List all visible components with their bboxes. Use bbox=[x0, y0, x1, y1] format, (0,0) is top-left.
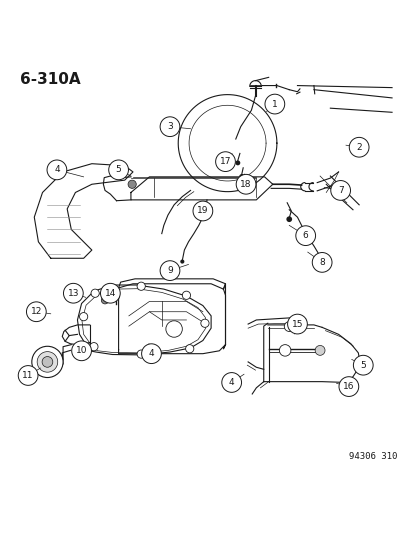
Text: 19: 19 bbox=[197, 206, 208, 215]
Text: 10: 10 bbox=[76, 346, 87, 356]
Circle shape bbox=[318, 256, 323, 260]
Text: 6-310A: 6-310A bbox=[20, 72, 80, 87]
Text: 2: 2 bbox=[356, 143, 361, 152]
Circle shape bbox=[264, 94, 284, 114]
Circle shape bbox=[42, 357, 53, 367]
Text: 12: 12 bbox=[31, 307, 42, 316]
Circle shape bbox=[137, 282, 145, 290]
Text: 1: 1 bbox=[271, 100, 277, 109]
Circle shape bbox=[100, 284, 120, 303]
Circle shape bbox=[338, 377, 358, 397]
Text: 5: 5 bbox=[115, 165, 121, 174]
Circle shape bbox=[203, 208, 210, 214]
Text: 5: 5 bbox=[360, 361, 365, 370]
Circle shape bbox=[141, 344, 161, 364]
Text: 17: 17 bbox=[219, 157, 231, 166]
Circle shape bbox=[71, 341, 91, 361]
Circle shape bbox=[279, 345, 290, 356]
Circle shape bbox=[182, 291, 190, 300]
Circle shape bbox=[287, 314, 306, 334]
Text: 4: 4 bbox=[148, 349, 154, 358]
Text: 15: 15 bbox=[291, 320, 302, 328]
Circle shape bbox=[353, 356, 372, 375]
Circle shape bbox=[342, 378, 350, 386]
Circle shape bbox=[37, 352, 57, 372]
Circle shape bbox=[185, 345, 193, 353]
Circle shape bbox=[109, 160, 128, 180]
Circle shape bbox=[166, 321, 182, 337]
Circle shape bbox=[160, 117, 179, 136]
Text: 4: 4 bbox=[54, 165, 59, 174]
Circle shape bbox=[200, 319, 209, 327]
Circle shape bbox=[349, 138, 368, 157]
Circle shape bbox=[32, 346, 63, 377]
Circle shape bbox=[180, 260, 184, 264]
Circle shape bbox=[90, 343, 98, 351]
Text: 7: 7 bbox=[337, 186, 343, 195]
Circle shape bbox=[311, 253, 331, 272]
Text: 13: 13 bbox=[67, 289, 79, 298]
Circle shape bbox=[238, 174, 244, 180]
Text: 16: 16 bbox=[342, 382, 354, 391]
Circle shape bbox=[112, 293, 119, 300]
Circle shape bbox=[91, 289, 99, 297]
Text: 14: 14 bbox=[104, 289, 116, 298]
Circle shape bbox=[47, 160, 66, 180]
Circle shape bbox=[314, 345, 324, 356]
Circle shape bbox=[286, 216, 292, 222]
Text: 6: 6 bbox=[302, 231, 308, 240]
Text: 11: 11 bbox=[22, 371, 34, 380]
Circle shape bbox=[215, 152, 235, 172]
Circle shape bbox=[284, 321, 294, 332]
Text: 9: 9 bbox=[167, 266, 173, 275]
Circle shape bbox=[128, 180, 136, 188]
Circle shape bbox=[26, 302, 46, 321]
Circle shape bbox=[137, 350, 145, 358]
Text: 94306 310: 94306 310 bbox=[348, 451, 396, 461]
Circle shape bbox=[192, 201, 212, 221]
Circle shape bbox=[160, 261, 179, 280]
Text: 3: 3 bbox=[167, 122, 173, 131]
Circle shape bbox=[18, 366, 38, 385]
Circle shape bbox=[79, 312, 88, 321]
Circle shape bbox=[236, 174, 255, 194]
Circle shape bbox=[295, 226, 315, 246]
Text: 4: 4 bbox=[228, 378, 234, 387]
Circle shape bbox=[330, 181, 350, 200]
Circle shape bbox=[235, 160, 240, 165]
Text: 8: 8 bbox=[318, 258, 324, 267]
Circle shape bbox=[63, 284, 83, 303]
Circle shape bbox=[221, 373, 241, 392]
Text: 18: 18 bbox=[240, 180, 251, 189]
Circle shape bbox=[101, 296, 109, 304]
